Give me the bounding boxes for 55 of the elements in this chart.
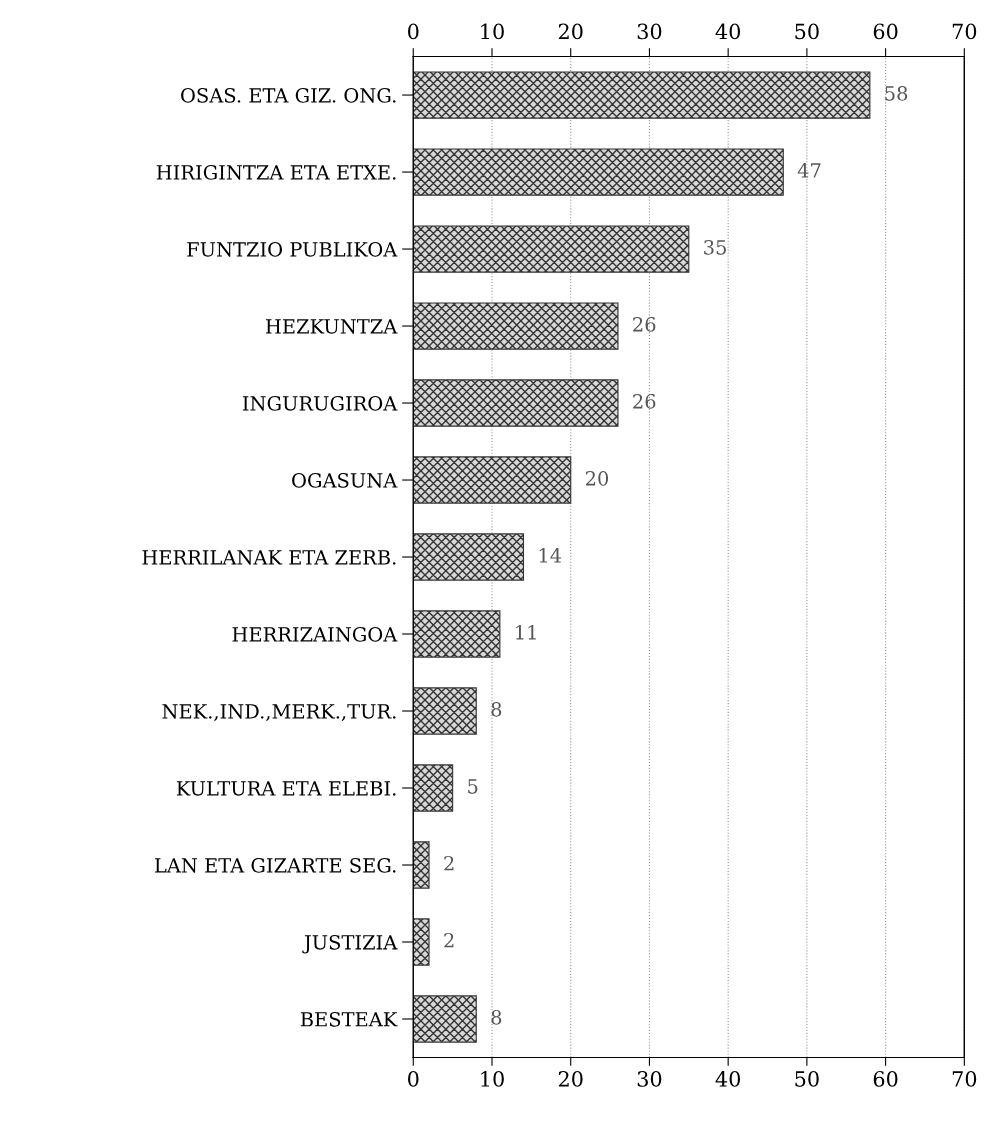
data-label: 2: [444, 932, 454, 948]
x-tick-label: 40: [715, 1071, 741, 1087]
data-label: 5: [468, 779, 478, 794]
data-label: 8: [491, 1009, 502, 1025]
x-tick-label: 0: [408, 1071, 419, 1087]
y-tick-label: FUNTZIO PUBLIKOA: [187, 241, 398, 257]
y-tick-label: INGURUGIROA: [242, 395, 398, 411]
y-tick-label: NEK.,IND.,MERK.,TUR.: [162, 704, 396, 722]
x-tick-label: 60: [873, 1071, 898, 1087]
bar: [413, 456, 572, 504]
x-tick-label: 30: [637, 1071, 662, 1087]
data-label: 35: [704, 239, 726, 255]
bar: [413, 995, 477, 1043]
x-tick-label: 70: [952, 1071, 977, 1087]
data-label: 26: [633, 316, 656, 332]
bar: [413, 918, 430, 966]
bar: [413, 71, 871, 119]
y-tick-label: HERRILANAK ETA ZERB.: [142, 550, 396, 565]
data-label: 11: [516, 624, 536, 640]
x-tick-label: 50: [795, 1071, 819, 1087]
bar: [413, 764, 454, 812]
x-tick-label: 20: [558, 1071, 583, 1087]
bar: [413, 610, 501, 658]
y-tick-label: HERRIZAINGOA: [232, 626, 398, 642]
y-tick-label: KULTURA ETA ELEBI.: [176, 781, 396, 796]
bar: [413, 379, 619, 427]
bar: [413, 225, 690, 273]
x2-tick-label: 10: [481, 23, 504, 40]
data-label: 8: [491, 701, 502, 717]
y-tick-label: HEZKUNTZA: [265, 319, 398, 334]
x2-tick-label: 60: [873, 23, 898, 40]
x2-tick-label: 50: [795, 23, 819, 40]
bar: [413, 533, 525, 581]
data-label: 14: [539, 547, 562, 563]
y-tick-label: LAN ETA GIZARTE SEG.: [154, 857, 396, 873]
bar: [413, 302, 619, 350]
bar: [413, 148, 784, 196]
y-tick-label: OGASUNA: [292, 472, 398, 488]
data-label: 58: [885, 85, 908, 101]
y-tick-label: HIRIGINTZA ETA ETXE.: [156, 165, 396, 180]
y-tick-label: OSAS. ETA GIZ. ONG.: [181, 88, 396, 103]
data-label: 26: [633, 393, 656, 409]
x2-tick-label: 30: [637, 23, 662, 40]
y-tick-label: JUSTIZIA: [302, 934, 398, 954]
bar: [413, 841, 430, 889]
data-label: 47: [797, 162, 821, 178]
x-tick-label: 10: [481, 1071, 504, 1087]
x2-tick-label: 40: [715, 23, 741, 40]
x2-tick-label: 20: [558, 23, 583, 40]
x2-tick-label: 0: [408, 23, 419, 40]
x2-tick-label: 70: [952, 23, 977, 40]
data-label: 20: [585, 470, 609, 486]
data-label: 2: [444, 855, 454, 871]
y-tick-label: BESTEAK: [300, 1011, 398, 1027]
bar: [413, 687, 477, 735]
